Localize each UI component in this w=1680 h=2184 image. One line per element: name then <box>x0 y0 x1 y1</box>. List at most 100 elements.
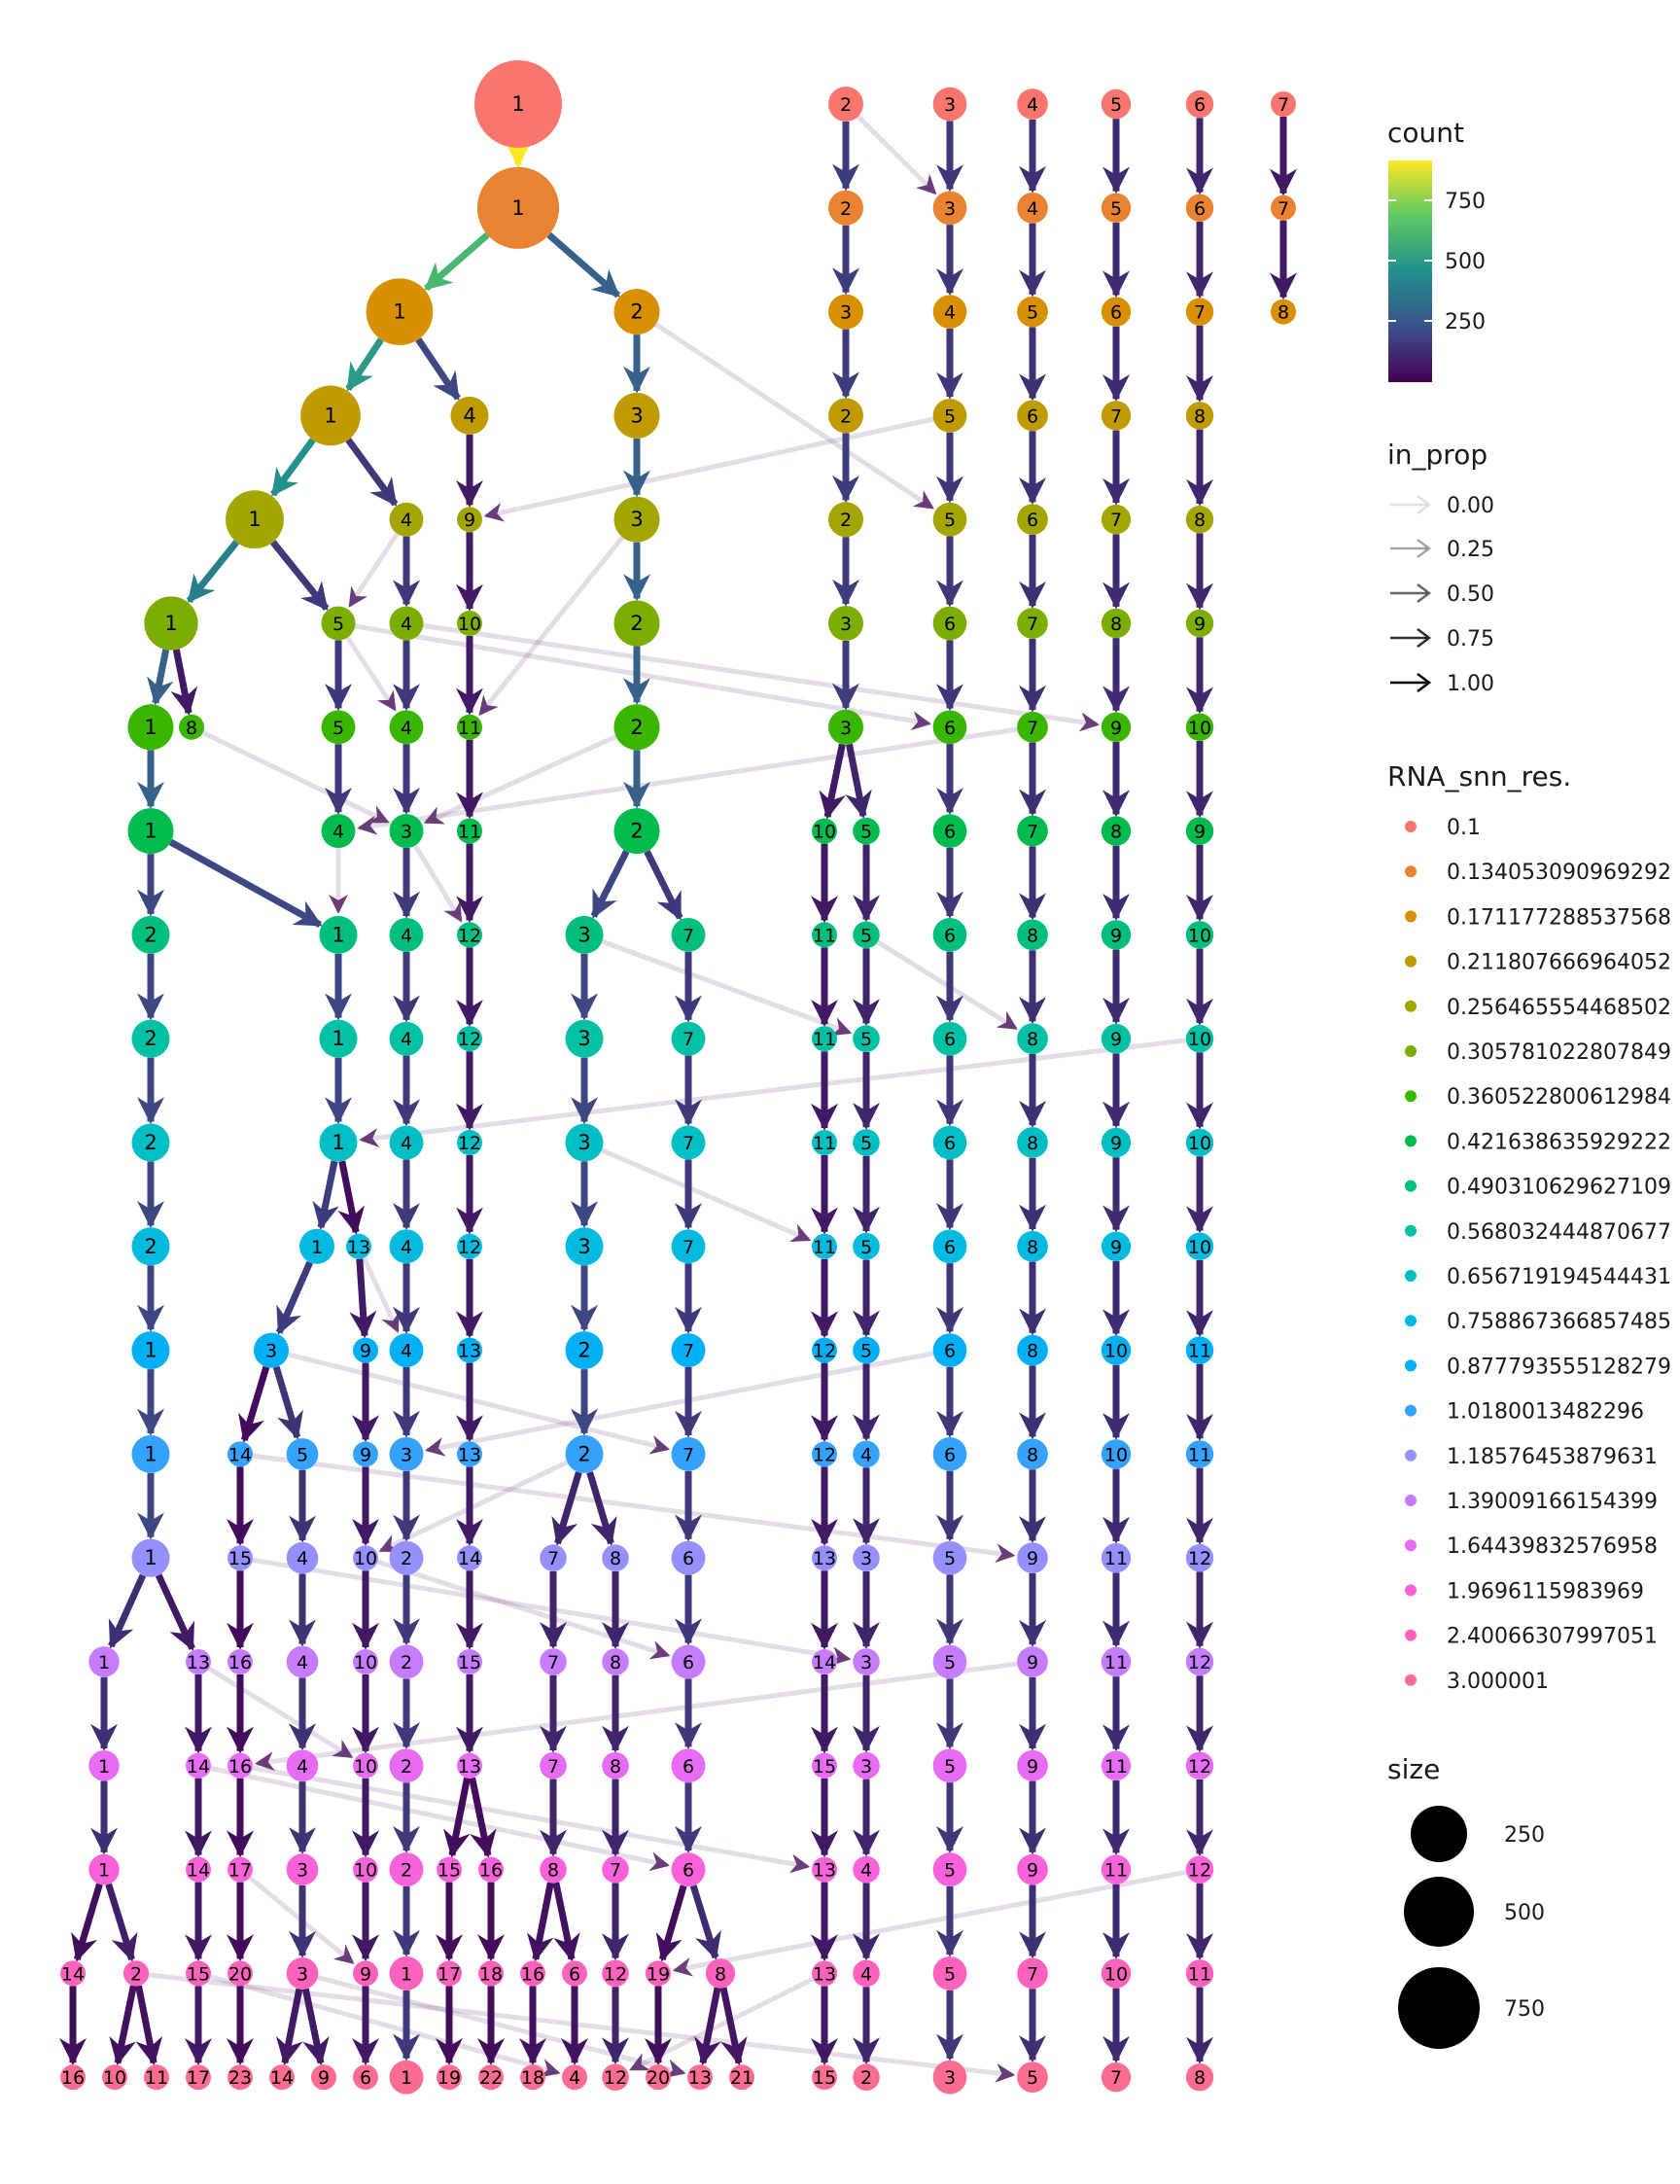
node-l18-c16: 16 <box>520 1960 545 1987</box>
node-label: 5 <box>944 1652 956 1673</box>
node-circle <box>853 1752 880 1779</box>
node-l15-c3: 3 <box>853 1648 880 1675</box>
in-prop-key <box>1390 539 1432 558</box>
node-label: 7 <box>1278 198 1289 220</box>
node-label: 8 <box>1194 405 1206 427</box>
res-legend-swatch <box>1405 1404 1417 1417</box>
node-label: 8 <box>1027 1341 1038 1362</box>
edge-l6-n1 <box>147 649 174 706</box>
node-circle <box>1185 1647 1214 1676</box>
res-legend-swatch <box>1405 1495 1417 1506</box>
edge-l3-n1 <box>345 337 384 392</box>
node-label: 15 <box>187 1963 210 1985</box>
node-l17-c9: 9 <box>1017 1853 1048 1885</box>
node-label: 5 <box>944 1963 956 1985</box>
node-circle <box>812 1856 837 1883</box>
node-label: 7 <box>1278 94 1289 116</box>
node-circle <box>1185 1232 1214 1261</box>
node-label: 12 <box>458 1029 481 1050</box>
node-l13-c1: 1 <box>131 1434 170 1473</box>
node-circle <box>353 1856 378 1883</box>
node-circle <box>729 2064 754 2091</box>
in-prop-label: 0.50 <box>1447 582 1494 607</box>
node-l0-c4: 4 <box>1017 88 1048 120</box>
node-circle <box>602 1648 629 1675</box>
node-l1-c3: 3 <box>932 191 967 226</box>
node-label: 1 <box>401 2067 412 2089</box>
node-l18-c13: 13 <box>812 1960 837 1987</box>
node-circle <box>1101 1750 1132 1780</box>
node-circle <box>1185 1440 1214 1468</box>
node-circle <box>286 1957 319 1990</box>
node-l6-c7: 7 <box>1017 711 1048 743</box>
node-label: 9 <box>1027 1548 1038 1569</box>
node-l17-c3: 3 <box>286 1853 319 1885</box>
node-label: 6 <box>1110 302 1122 324</box>
node-label: 6 <box>944 1444 956 1465</box>
res-legend-swatch <box>1405 1539 1417 1552</box>
node-l3-c6: 6 <box>1017 400 1048 432</box>
node-circle <box>1185 713 1214 742</box>
node-label: 5 <box>1110 198 1122 220</box>
node-l12-c7: 7 <box>671 1333 706 1368</box>
node-label: 9 <box>1110 1237 1122 1258</box>
node-l19-c13: 13 <box>687 2064 713 2091</box>
node-label: 8 <box>1027 1444 1038 1465</box>
node-label: 4 <box>401 925 412 946</box>
node-l4-c2: 2 <box>828 502 863 538</box>
node-l19-c5: 5 <box>1017 2061 1048 2094</box>
node-l18-c1: 1 <box>389 1955 424 1990</box>
node-l8-c7: 7 <box>671 917 706 952</box>
edge-l2-n2 <box>546 231 621 299</box>
node-l8-c5: 5 <box>853 921 880 949</box>
node-l18-c11: 11 <box>1185 1959 1214 1988</box>
node-l0-c3: 3 <box>932 87 967 122</box>
node-l12-c2: 2 <box>565 1331 604 1370</box>
faint-edge-14 <box>412 844 464 923</box>
node-circle <box>565 1434 604 1473</box>
node-circle <box>457 1649 482 1674</box>
size-key-label: 750 <box>1504 1997 1545 2022</box>
node-circle <box>269 2064 295 2091</box>
res-legend-label: 1.9696115983969 <box>1447 1579 1644 1603</box>
node-label: 7 <box>1110 405 1122 427</box>
res-legend-swatch <box>1405 910 1417 923</box>
node-circle <box>389 1021 424 1056</box>
node-l9-c7: 7 <box>671 1021 706 1056</box>
node-label: 13 <box>688 2067 712 2089</box>
edge-l12-n3 <box>275 1260 313 1335</box>
node-circle <box>1185 89 1214 119</box>
node-l11-c3: 3 <box>565 1227 604 1266</box>
node-label: 1 <box>393 300 405 324</box>
node-l19-c20: 20 <box>646 2064 671 2091</box>
node-label: 3 <box>578 923 590 946</box>
node-circle <box>1017 2061 1048 2094</box>
node-l17-c11: 11 <box>1101 1854 1132 1885</box>
node-l16-c9: 9 <box>1017 1749 1048 1781</box>
faint-edge-22 <box>425 1351 934 1457</box>
node-circle <box>602 2063 629 2091</box>
node-l11-c13: 13 <box>346 1233 371 1259</box>
node-label: 5 <box>860 1029 872 1050</box>
node-circle <box>1101 297 1132 327</box>
node-l6-c4: 4 <box>389 710 424 745</box>
node-circle <box>1101 1127 1132 1158</box>
faint-edge-19 <box>600 1147 812 1243</box>
node-circle <box>389 1229 424 1264</box>
node-label: 7 <box>682 1444 694 1465</box>
node-label: 9 <box>360 1963 371 1985</box>
node-label: 17 <box>228 1860 252 1882</box>
node-label: 6 <box>1194 198 1206 220</box>
node-l18-c8: 8 <box>705 1958 736 1989</box>
in-prop-label: 0.75 <box>1447 627 1494 652</box>
node-circle <box>1101 401 1132 431</box>
node-l17-c1: 1 <box>88 1853 120 1885</box>
node-label: 4 <box>401 1029 412 1050</box>
node-label: 1 <box>324 404 336 427</box>
node-circle <box>186 1649 211 1674</box>
node-circle <box>932 814 967 848</box>
node-l17-c4: 4 <box>853 1855 880 1884</box>
node-label: 2 <box>144 923 157 946</box>
node-label: 3 <box>944 2067 956 2089</box>
